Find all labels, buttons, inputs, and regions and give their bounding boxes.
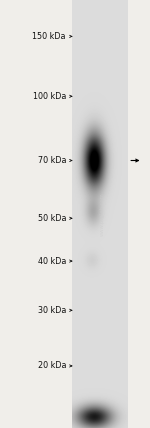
Text: www.ptglab.com: www.ptglab.com [100, 192, 105, 236]
Text: 70 kDa: 70 kDa [38, 156, 66, 165]
Text: 50 kDa: 50 kDa [38, 214, 66, 223]
Text: 100 kDa: 100 kDa [33, 92, 66, 101]
Text: 20 kDa: 20 kDa [38, 361, 66, 371]
Text: 150 kDa: 150 kDa [33, 32, 66, 41]
Text: 40 kDa: 40 kDa [38, 256, 66, 266]
Text: 30 kDa: 30 kDa [38, 306, 66, 315]
